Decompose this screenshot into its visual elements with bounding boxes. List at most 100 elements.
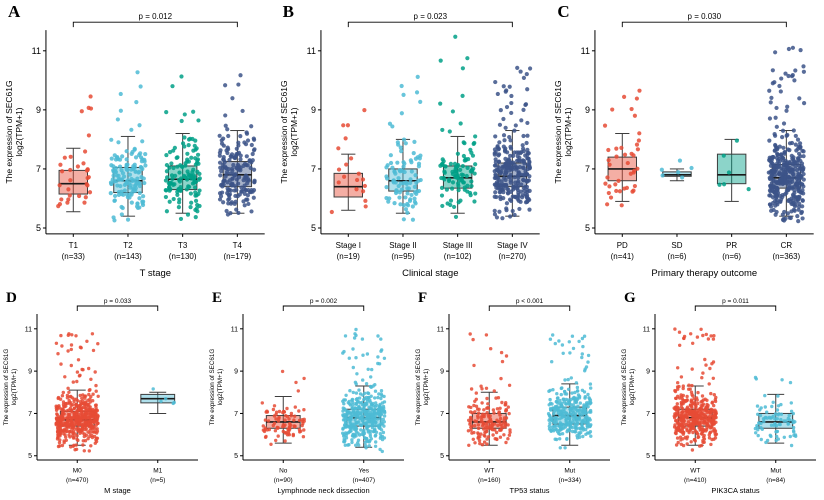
x-tick-n-label: (n=6) [723,252,742,261]
x-tick-label: CR [781,241,793,250]
significance-bracket [347,21,513,28]
y-tick-label: 5 [646,453,650,460]
x-tick-n-label: (n=41) [611,252,635,261]
y-tick-label: 7 [585,164,590,174]
jitter-points [163,74,202,222]
y-tick-label: 9 [646,369,650,376]
x-tick-n-label: (n=334) [558,477,581,484]
y-axis-title-line2: log2(TPM+1) [289,107,299,156]
jitter-points [466,332,512,447]
x-axis-title: Clinical stage [402,268,458,279]
x-tick-label: T1 [69,241,79,250]
panel-letter-A: A [8,2,21,21]
jitter-points [437,34,478,220]
y-axis-title-line1: The expression of SEC61G [4,80,14,183]
y-tick-label: 7 [646,411,650,418]
y-axis-title-line2: log2(TPM+1) [217,369,224,406]
y-tick-label: 7 [234,411,238,418]
jitter-points [329,108,368,215]
y-axis-title-line1: The expression of SEC61G [553,80,563,183]
p-value-label: p = 0.030 [688,12,722,21]
x-tick-n-label: (n=363) [773,252,801,261]
significance-bracket [622,21,788,28]
y-axis-title-line1: The expression of SEC61G [3,349,10,426]
x-tick-label: SD [672,241,683,250]
box-group-WT [466,332,512,447]
box-group-Stage I [329,108,368,215]
box-group-No [260,369,306,446]
jitter-points [546,333,593,450]
x-tick-n-label: (n=102) [443,252,471,261]
box [717,153,747,185]
box-group-Stage IV [492,65,532,221]
y-axis-title-line2: log2(TPM+1) [11,369,18,406]
plot-area [603,45,807,224]
x-tick-n-label: (n=19) [336,252,360,261]
x-axis-title: T stage [140,268,171,279]
panel-G: G 5 7 9 11 The expression of SEC61G log2(TPM+… [618,290,824,500]
y-tick-label: 5 [311,223,316,233]
p-value-label: p = 0.011 [722,298,749,305]
y-tick-label: 7 [28,411,32,418]
x-tick-label: T3 [178,241,188,250]
x-axis-title: Lymphnode neck dissection [277,486,369,495]
x-tick-n-label: (n=160) [478,477,501,484]
panel-C: C 5 7 9 11 The expression of SEC61G log2(TPM+… [549,0,824,290]
y-tick-label: 9 [28,369,32,376]
x-tick-label: M0 [73,468,82,475]
x-tick-n-label: (n=130) [169,252,197,261]
x-tick-label: Stage IV [497,241,528,250]
y-tick-label: 7 [311,164,316,174]
jitter-points [260,369,306,446]
box-group-CR [767,45,807,224]
x-tick-n-label: (n=270) [498,252,526,261]
x-tick-n-label: (n=179) [223,252,251,261]
jitter-points [108,70,148,223]
p-value-label: p = 0.033 [104,298,132,305]
boxplot-primary-therapy-outcome: 5 7 9 11 The expression of SEC61G log2(TPM+1)… [553,12,815,279]
panel-D: D 5 7 9 11 The expression of SEC61G log2(TPM+… [0,290,206,500]
boxplot-tp53-status: 5 7 9 11 The expression of SEC61G log2(TPM+1)… [415,298,610,495]
y-tick-label: 11 [306,46,315,56]
y-tick-label: 5 [440,453,444,460]
plot-area [54,332,176,453]
box-group-M1 [140,387,176,414]
box-group-Stage II [384,74,423,222]
p-value-label: p = 0.023 [413,12,447,21]
plot-area [466,332,593,450]
x-axis-title: PIK3CA status [711,486,760,495]
panel-letter-E: E [212,290,223,306]
x-tick-n-label: (n=84) [766,477,785,484]
x-tick-label: PD [617,241,628,250]
y-tick-label: 11 [25,326,32,333]
y-tick-label: 9 [36,105,41,115]
plot-area [56,70,257,223]
plot-area [672,327,798,452]
jitter-points [151,387,176,406]
x-tick-label: WT [484,468,494,475]
plot-area [329,34,532,222]
p-value-label: p = 0.012 [139,12,173,21]
x-tick-label: T4 [233,241,243,250]
significance-bracket [282,305,365,311]
panel-A: A 5 7 9 11 The expression of SEC61G log2(TPM+… [0,0,275,290]
x-tick-label: Yes [358,468,369,475]
y-axis-title-line2: log2(TPM+1) [629,369,636,406]
jitter-points [717,138,752,192]
box-group-SD [660,158,694,182]
box-group-Mut [546,333,593,450]
y-tick-label: 9 [585,105,590,115]
x-tick-n-label: (n=470) [66,477,89,484]
box-group-PR [717,138,752,202]
y-tick-label: 9 [440,369,444,376]
box-group-T4 [217,73,257,217]
box-group-PD [603,88,642,208]
box-group-M0 [54,332,100,453]
y-tick-label: 5 [36,223,41,233]
panel-F: F 5 7 9 11 The expression of SEC61G log2(TPM+… [412,290,618,500]
jitter-points [217,73,257,217]
box-group-WT [672,327,719,452]
significance-bracket [76,305,159,311]
x-tick-n-label: (n=95) [391,252,415,261]
x-tick-label: Mut [564,468,575,475]
